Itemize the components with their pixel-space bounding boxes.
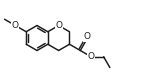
Text: O: O — [88, 52, 95, 61]
Text: O: O — [12, 21, 19, 30]
Text: O: O — [83, 32, 90, 41]
Text: O: O — [55, 21, 62, 30]
